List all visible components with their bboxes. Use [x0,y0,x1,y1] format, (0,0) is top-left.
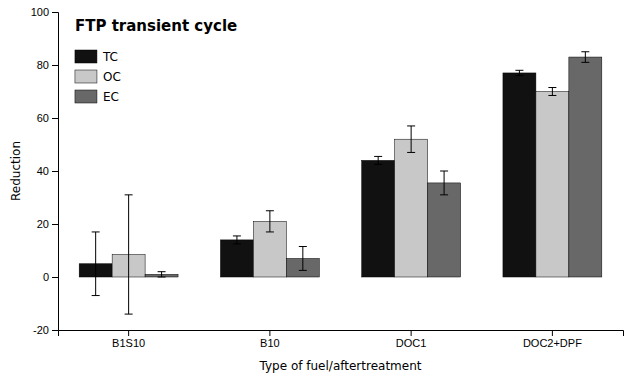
x-tick-label: B1S10 [112,337,145,349]
bar [428,183,461,277]
y-tick-label: 40 [37,165,49,177]
legend: TC OC EC [75,50,121,104]
x-tick-mark [411,330,412,336]
x-axis: B1S10 B10 DOC1 DOC2+DPF [59,330,624,349]
y-tick: -20 [33,324,58,336]
y-tick: 20 [37,218,58,230]
legend-swatch [75,50,97,63]
title: FTP transient cycle [75,17,237,35]
error-bar [548,88,556,96]
x-tick: DOC1 [396,330,427,349]
y-tick: 60 [37,112,58,124]
y-tick-label: 60 [37,112,49,124]
error-bar [374,156,382,164]
y-tick-label: 100 [31,6,49,18]
y-tick-mark [52,277,58,278]
chart: -20 0 20 40 60 80 100 B1S10 B10 DOC1 DOC2+DPF FTP t… [0,0,639,378]
marks [79,52,602,314]
y-axis-line [52,13,59,331]
x-tick-label: B10 [260,337,280,349]
bar [536,92,569,278]
error-bar [125,195,133,314]
y-tick-mark [52,330,58,331]
bar [503,73,536,277]
series [79,70,536,295]
x-axis-title: Type of fuel/aftertreatment [259,359,422,373]
y-tick-label: 80 [37,59,49,71]
y-tick-mark [52,224,58,225]
error-bar [407,126,415,153]
legend-item: OC [75,70,121,84]
legend-swatch [75,90,97,103]
legend-label: EC [103,90,119,104]
y-tick-label: 0 [43,271,49,283]
y-tick-mark [52,171,58,172]
error-bar [158,272,166,277]
series [145,52,602,277]
x-tick-mark [128,330,129,336]
plot: -20 0 20 40 60 80 100 B1S10 B10 DOC1 DOC2+DPF FTP t… [31,6,624,349]
error-bar [299,247,307,271]
x-tick: B1S10 [112,330,145,349]
y-axis-title: Reduction [9,141,23,201]
legend-swatch [75,70,97,83]
y-axis: -20 0 20 40 60 80 100 [31,6,59,336]
y-tick-mark [52,118,58,119]
bar [362,160,395,277]
y-tick-label: -20 [33,324,49,336]
series [112,88,569,315]
y-tick-mark [52,65,58,66]
y-tick: 100 [31,6,58,18]
bar [569,57,602,277]
bar [220,240,253,277]
x-tick-mark [552,330,553,336]
error-bar [266,211,274,232]
y-tick-label: 20 [37,218,49,230]
x-tick-label: DOC1 [396,337,427,349]
legend-item: EC [75,90,119,104]
error-bar [233,236,241,244]
x-tick: DOC2+DPF [523,330,582,349]
x-tick-label: DOC2+DPF [523,337,582,349]
error-bar [581,52,589,63]
error-bar [440,171,448,195]
y-tick: 0 [43,271,58,283]
x-axis-line [59,331,624,337]
legend-item: TC [75,50,118,64]
error-bar [92,232,100,296]
error-bar [515,70,523,75]
legend-label: OC [103,70,121,84]
x-tick-mark [269,330,270,336]
bar [395,139,428,277]
y-tick: 80 [37,59,58,71]
legend-label: TC [102,50,118,64]
x-tick: B10 [260,330,280,349]
y-tick: 40 [37,165,58,177]
y-tick-mark [52,12,58,13]
